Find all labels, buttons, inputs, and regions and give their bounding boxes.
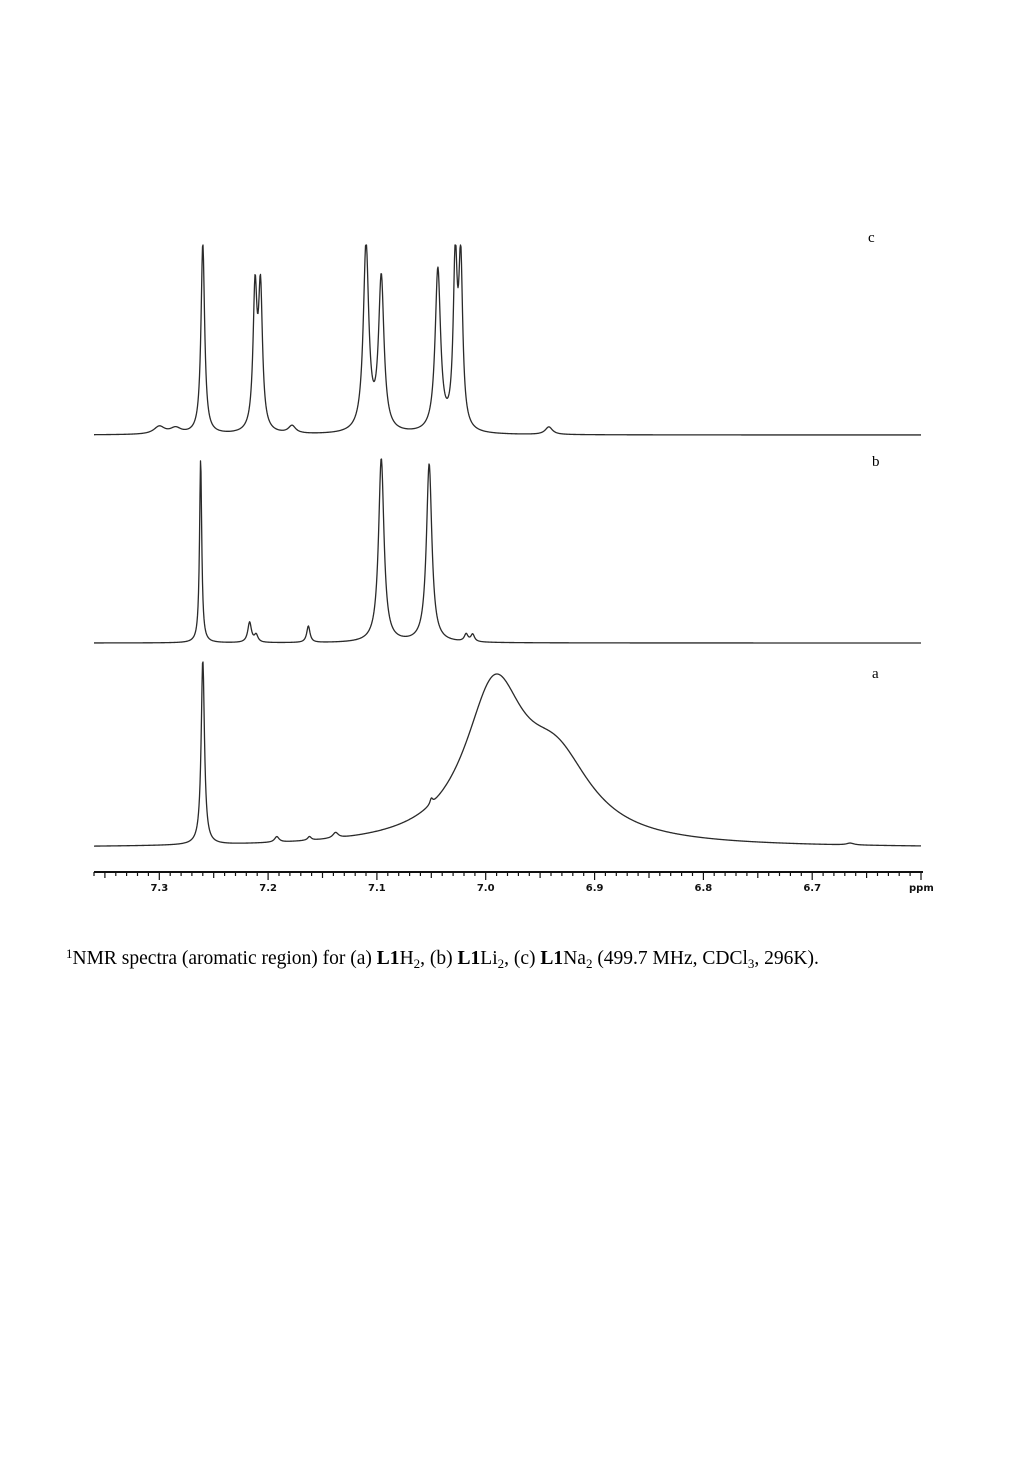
formula-c-subscript: 2: [585, 956, 593, 971]
caption-sep-b: , (b): [420, 948, 458, 969]
trace-label-b: b: [872, 454, 880, 470]
spectrum-trace-b: [93, 458, 922, 644]
trace-labels: c b a: [868, 230, 880, 682]
x-axis: 7.3 7.2 7.1 7.0 6.9 6.8 6.7 ppm: [93, 871, 934, 894]
x-axis-unit-label: ppm: [909, 883, 934, 894]
x-tick-label: 7.0: [477, 883, 495, 894]
spectrum-trace-a: [93, 661, 922, 847]
formula-b-subscript: 2: [497, 956, 505, 971]
caption-tail: , 296K).: [754, 948, 819, 969]
x-tick-label: 7.1: [368, 883, 386, 894]
caption-superscript: 1: [66, 946, 73, 961]
x-tick-label: 6.7: [803, 883, 821, 894]
x-tick-label: 7.3: [150, 883, 168, 894]
x-tick-label: 7.2: [259, 883, 277, 894]
formula-b: Li: [480, 948, 498, 969]
caption-sep-c: , (c): [504, 948, 541, 969]
compound-label-c: L1: [540, 948, 564, 969]
compound-label-a: L1: [376, 948, 400, 969]
formula-a-subscript: 2: [413, 956, 421, 971]
nmr-figure: c b a 7.3 7.2 7.1 7.0 6.9 6.8 6.7 ppm: [93, 230, 934, 894]
caption-text: NMR spectra (aromatic region) for (a): [72, 948, 377, 969]
figure-caption: 1NMR spectra (aromatic region) for (a) L…: [66, 946, 986, 972]
x-tick-label: 6.8: [695, 883, 713, 894]
formula-c: Na: [563, 948, 586, 969]
formula-a: H: [399, 948, 414, 969]
x-tick-label: 6.9: [586, 883, 604, 894]
spectrum-trace-c: [93, 244, 922, 436]
trace-label-a: a: [872, 666, 879, 682]
compound-label-b: L1: [457, 948, 481, 969]
caption-conditions: (499.7 MHz, CDCl: [592, 948, 748, 969]
trace-label-c: c: [868, 230, 875, 246]
cdcl-subscript: 3: [747, 956, 755, 971]
spectra-traces: [93, 244, 922, 847]
